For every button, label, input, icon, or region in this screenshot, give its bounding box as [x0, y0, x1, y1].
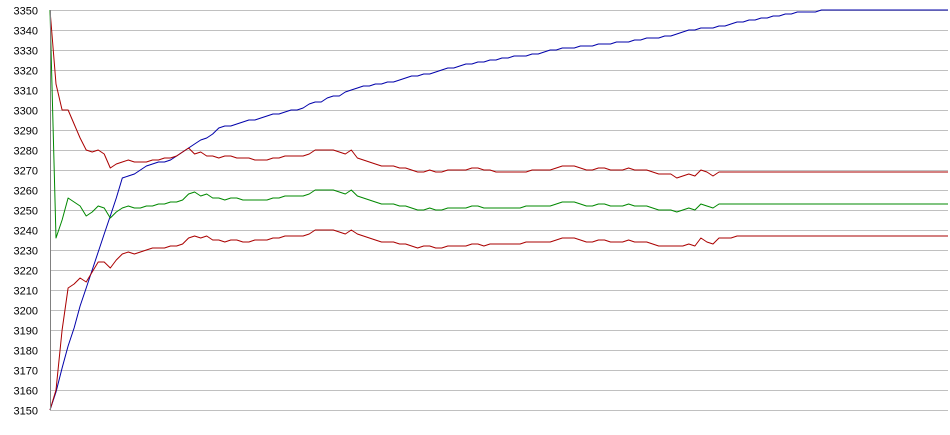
y-tick-label: 3240 [14, 226, 38, 238]
series-line-3 [49, 9, 948, 239]
y-tick-label: 3270 [14, 166, 38, 178]
y-tick-label: 3170 [14, 366, 38, 378]
series-line-2 [49, 9, 948, 179]
y-tick-label: 3320 [14, 66, 38, 78]
y-tick-label: 3300 [14, 106, 38, 118]
y-tick-label: 3180 [14, 346, 38, 358]
y-tick-label: 3290 [14, 126, 38, 138]
y-tick-label: 3350 [14, 6, 38, 18]
y-tick-label: 3190 [14, 326, 38, 338]
y-tick-label: 3150 [14, 406, 38, 418]
grid-lines [50, 10, 948, 411]
y-tick-label: 3340 [14, 26, 38, 38]
y-tick-label: 3330 [14, 46, 38, 58]
y-tick-label: 3310 [14, 86, 38, 98]
series-line-4 [49, 229, 948, 411]
y-axis-ticks: 3150 3160 3170 3180 3190 3200 3210 3220 3230 3240… [14, 6, 38, 418]
y-tick-label: 3200 [14, 306, 38, 318]
y-tick-label: 3210 [14, 286, 38, 298]
series-lines [49, 9, 948, 411]
y-tick-label: 3160 [14, 386, 38, 398]
series-line-1 [49, 9, 948, 411]
y-tick-label: 3280 [14, 146, 38, 158]
y-tick-label: 3230 [14, 246, 38, 258]
y-tick-label: 3220 [14, 266, 38, 278]
y-tick-label: 3260 [14, 186, 38, 198]
y-tick-label: 3250 [14, 206, 38, 218]
